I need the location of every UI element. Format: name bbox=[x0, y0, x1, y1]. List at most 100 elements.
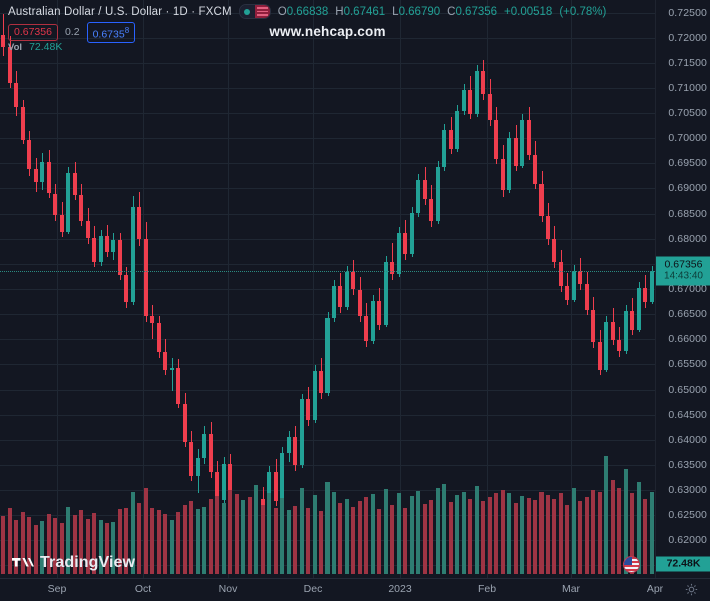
volume-bar bbox=[481, 500, 486, 574]
price-badges-row: 0.67356 0.2 0.67358 bbox=[8, 22, 136, 43]
volume-bar bbox=[617, 487, 622, 574]
volume-bar bbox=[604, 456, 609, 574]
volume-bar bbox=[234, 494, 239, 574]
volume-bar bbox=[643, 499, 648, 574]
price-tick-label: 0.69000 bbox=[668, 182, 707, 195]
volume-bar bbox=[429, 500, 434, 574]
volume-bar bbox=[7, 508, 12, 574]
volume-bar bbox=[435, 487, 440, 574]
candle-body bbox=[59, 214, 64, 232]
volume-bar bbox=[189, 500, 194, 574]
time-tick-label: Mar bbox=[561, 583, 581, 595]
current-price-value: 0.67356 bbox=[664, 258, 703, 271]
candle-body bbox=[396, 232, 401, 275]
volume-bar bbox=[98, 519, 103, 574]
candle-body bbox=[636, 287, 641, 330]
volume-bar bbox=[630, 493, 635, 574]
grid-line-horizontal bbox=[0, 314, 655, 316]
time-tick-label: Nov bbox=[218, 583, 238, 595]
candle-body bbox=[176, 368, 181, 404]
volume-tag[interactable]: 72.48K bbox=[656, 556, 710, 572]
volume-bar bbox=[474, 485, 479, 574]
buy-price-badge[interactable]: 0.67358 bbox=[86, 22, 136, 43]
candle-body bbox=[156, 323, 161, 353]
time-tick-label: Apr bbox=[646, 583, 664, 595]
volume-bar bbox=[377, 509, 382, 574]
candle-body bbox=[364, 316, 369, 342]
candle-body bbox=[630, 311, 635, 330]
volume-bar bbox=[331, 491, 336, 574]
price-pane[interactable] bbox=[0, 0, 655, 578]
grid-line-horizontal bbox=[0, 238, 655, 240]
candle-body bbox=[189, 441, 194, 476]
volume-bar bbox=[273, 508, 278, 574]
candle-body bbox=[565, 285, 570, 300]
economic-event-marker-icon[interactable] bbox=[623, 556, 640, 573]
candles-toggle-icon[interactable] bbox=[238, 4, 271, 19]
volume-bar bbox=[293, 505, 298, 574]
candle-body bbox=[604, 322, 609, 370]
volume-bar bbox=[260, 504, 265, 574]
price-tick-label: 0.66500 bbox=[668, 308, 707, 321]
volume-bar bbox=[370, 494, 375, 574]
candle-wick bbox=[172, 358, 173, 391]
candle-body bbox=[416, 180, 421, 213]
gear-icon[interactable] bbox=[685, 583, 698, 596]
price-tick-label: 0.70500 bbox=[668, 107, 707, 120]
candle-body bbox=[390, 261, 395, 275]
candle-body bbox=[442, 130, 447, 168]
volume-bar bbox=[163, 514, 168, 574]
current-price-tag[interactable]: 0.67356 14:43:40 bbox=[656, 256, 710, 286]
candle-body bbox=[623, 311, 628, 352]
candle-body bbox=[578, 270, 583, 285]
volume-bar bbox=[208, 499, 213, 574]
volume-bar bbox=[195, 509, 200, 574]
time-tick-label: Sep bbox=[47, 583, 67, 595]
grid-line-vertical bbox=[400, 0, 401, 578]
time-axis[interactable]: Sep Oct Nov Dec 2023 Feb Mar Apr bbox=[0, 578, 710, 601]
grid-line-horizontal bbox=[0, 87, 655, 89]
candle-body bbox=[643, 287, 648, 303]
volume-bar bbox=[33, 525, 38, 574]
current-price-line bbox=[0, 271, 655, 273]
volume-bar bbox=[150, 508, 155, 574]
price-tick-label: 0.71500 bbox=[668, 56, 707, 69]
tradingview-logo[interactable]: TradingView bbox=[12, 554, 135, 572]
volume-bar bbox=[571, 487, 576, 574]
volume-bar bbox=[306, 507, 311, 574]
grid-line-horizontal bbox=[0, 263, 655, 265]
volume-bar bbox=[526, 498, 531, 574]
candle-body bbox=[429, 199, 434, 221]
volume-bar bbox=[254, 485, 259, 574]
candle-body bbox=[533, 154, 538, 184]
volume-bar bbox=[241, 500, 246, 574]
sell-price-badge[interactable]: 0.67356 bbox=[8, 23, 58, 41]
watermark-text: www.nehcap.com bbox=[269, 24, 386, 39]
volume-bar bbox=[636, 482, 641, 574]
volume-bar bbox=[584, 497, 589, 574]
price-tick-label: 0.71000 bbox=[668, 81, 707, 94]
price-axis[interactable]: 0.72500 0.72000 0.71500 0.71000 0.70500 0.700… bbox=[655, 0, 710, 578]
volume-bar bbox=[455, 495, 460, 574]
candle-body bbox=[286, 436, 291, 453]
candle-body bbox=[558, 262, 563, 286]
candle-body bbox=[422, 180, 427, 200]
candle-body bbox=[182, 403, 187, 442]
volume-bar bbox=[558, 493, 563, 574]
candle-body bbox=[1, 34, 6, 47]
volume-bar bbox=[351, 506, 356, 574]
candle-body bbox=[468, 89, 473, 114]
volume-bar bbox=[409, 496, 414, 574]
candle-body bbox=[92, 238, 97, 262]
volume-bar bbox=[221, 502, 226, 574]
volume-bar bbox=[267, 493, 272, 574]
grid-line-horizontal bbox=[0, 37, 655, 39]
grid-line-vertical bbox=[57, 0, 58, 578]
volume-bar bbox=[27, 516, 32, 574]
time-tick-label: Oct bbox=[134, 583, 152, 595]
grid-line-horizontal bbox=[0, 12, 655, 14]
candle-body bbox=[319, 371, 324, 394]
price-tick-label: 0.65000 bbox=[668, 383, 707, 396]
symbol-title[interactable]: Australian Dollar / U.S. Dollar · 1D · F… bbox=[8, 5, 232, 18]
candle-body bbox=[111, 239, 116, 253]
